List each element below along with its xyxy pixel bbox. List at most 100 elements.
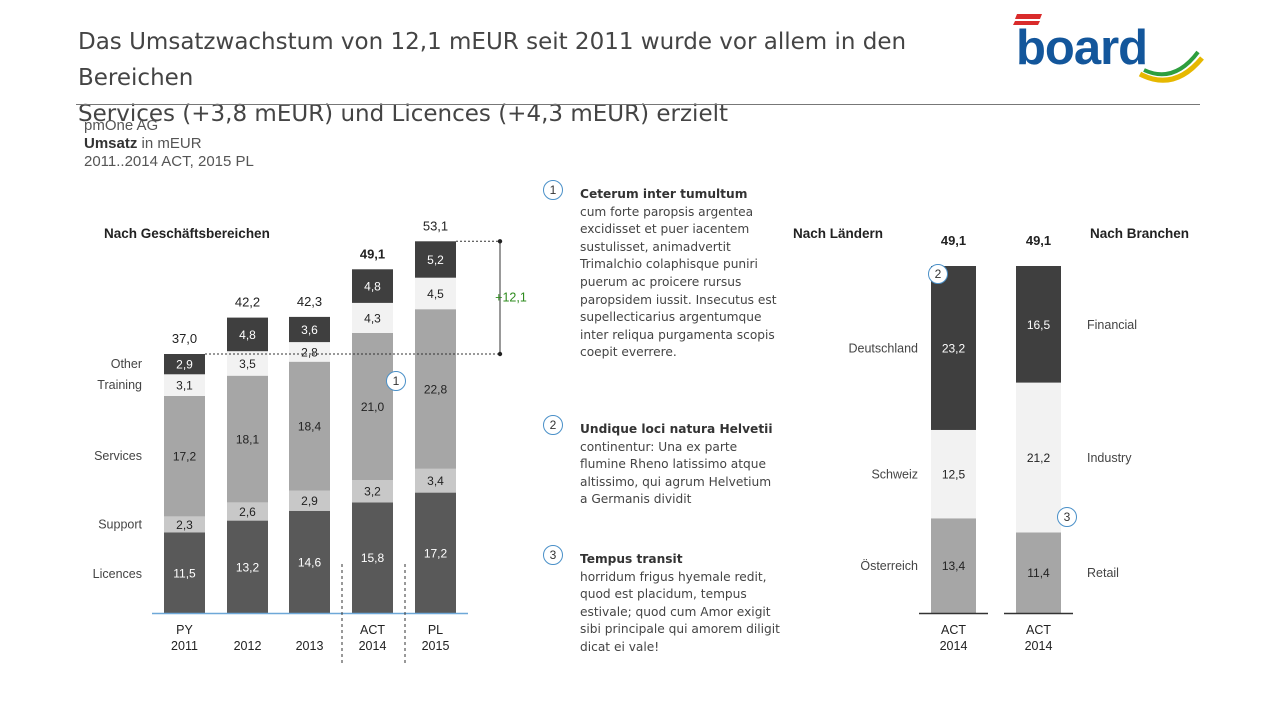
chart-badge-2: 2 [928, 264, 948, 284]
title-line-2: Services (+3,8 mEUR) und Licences (+4,3 … [78, 101, 728, 127]
data-label-training-2: 2,8 [301, 345, 318, 359]
countries-bar-schweiz [931, 429, 976, 519]
bar-services-3 [352, 333, 393, 480]
bar-services-4 [415, 309, 456, 469]
series-label-other: Other [111, 357, 142, 371]
company-name: pmOne AG [84, 117, 159, 134]
industries-category-label-1: 2014 [1025, 639, 1053, 653]
industries-total-label: 49,1 [1026, 233, 1051, 248]
industries-bar-industry [1016, 382, 1061, 533]
countries-series-label-deutschland: Deutschland [849, 341, 919, 355]
total-label-3: 49,1 [360, 246, 385, 261]
industries-data-label-industry: 21,2 [1027, 451, 1051, 465]
page-title: Das Umsatzwachstum von 12,1 mEUR seit 20… [78, 24, 978, 132]
data-label-support-2: 2,9 [301, 494, 318, 508]
countries-category-label-1: 2014 [940, 639, 968, 653]
note-badge-1: 1 [543, 180, 563, 200]
growth-label: +12,1 [495, 291, 527, 305]
bar-services-2 [289, 361, 330, 491]
data-label-services-1: 18,1 [236, 433, 260, 447]
industries-category-label-0: ACT [1026, 623, 1051, 637]
note-3-body: horridum frigus hyemale redit, quod est … [580, 569, 780, 654]
note-1-body: cum forte paropsis argentea excidisset e… [580, 204, 777, 360]
data-label-other-1: 4,8 [239, 328, 256, 342]
bar-support-4 [415, 468, 456, 493]
data-label-licences-1: 13,2 [236, 560, 260, 574]
data-label-services-3: 21,0 [361, 400, 385, 414]
chart-badge-3: 3 [1057, 507, 1077, 527]
bar-other-3 [352, 269, 393, 303]
bar-training-2 [289, 342, 330, 362]
note-3: 3 Tempus transit horridum frigus hyemale… [543, 545, 780, 665]
bar-services-1 [227, 375, 268, 503]
board-logo: board [1013, 14, 1204, 83]
data-label-licences-3: 15,8 [361, 551, 385, 565]
industries-series-label-financial: Financial [1087, 318, 1137, 332]
bar-services-0 [164, 396, 205, 517]
countries-total-label: 49,1 [941, 233, 966, 248]
measure-line: Umsatz in mEUR [84, 135, 254, 153]
note-badge-3: 3 [543, 545, 563, 565]
data-label-services-0: 17,2 [173, 450, 197, 464]
bar-support-2 [289, 490, 330, 511]
note-1-title: Ceterum inter tumultum [580, 187, 748, 201]
data-label-training-3: 4,3 [364, 311, 381, 325]
countries-bar-deutschland [931, 266, 976, 430]
bar-support-0 [164, 516, 205, 533]
data-label-support-0: 2,3 [176, 518, 193, 532]
data-label-licences-2: 14,6 [298, 555, 322, 569]
data-label-support-3: 3,2 [364, 485, 381, 499]
data-label-licences-4: 17,2 [424, 546, 448, 560]
chart-badge-1: 1 [386, 371, 406, 391]
logo-text: board [1016, 21, 1147, 75]
title-divider [76, 104, 1200, 105]
note-1: 1 Ceterum inter tumultum cum forte parop… [543, 180, 778, 385]
category-label-3-1: 2014 [359, 639, 387, 653]
title-line-1: Das Umsatzwachstum von 12,1 mEUR seit 20… [78, 29, 907, 91]
bar-training-4 [415, 277, 456, 310]
industries-bar-retail [1016, 532, 1061, 613]
note-2-title: Undique loci natura Helvetii [580, 422, 773, 436]
total-label-1: 42,2 [235, 295, 260, 310]
bar-training-3 [352, 302, 393, 333]
section-title-industries: Nach Branchen [1090, 226, 1190, 241]
section-title-countries: Nach Ländern [793, 226, 884, 241]
industries-data-label-retail: 11,4 [1027, 566, 1050, 580]
category-label-4-1: 2015 [422, 639, 450, 653]
note-2-text: Undique loci natura Helvetii continentur… [580, 421, 780, 509]
countries-series-label-schweiz: Schweiz [871, 468, 918, 482]
measure-unit: in mEUR [137, 135, 202, 152]
bar-licences-0 [164, 532, 205, 613]
note-2: 2 Undique loci natura Helvetii continent… [543, 415, 778, 515]
countries-data-label-deutschland: 23,2 [942, 341, 966, 355]
countries-series-label-osterreich: Österreich [860, 559, 918, 573]
total-label-4: 53,1 [423, 218, 448, 233]
section-title-business: Nach Geschäftsbereichen [104, 226, 270, 241]
bar-other-1 [227, 317, 268, 352]
total-label-0: 37,0 [172, 331, 197, 346]
countries-category-label-0: ACT [941, 623, 966, 637]
category-label-2-0: 2013 [296, 639, 324, 653]
period-line: 2011..2014 ACT, 2015 PL [84, 153, 254, 170]
series-label-licences: Licences [93, 567, 142, 581]
note-2-body: continentur: Una ex parte flumine Rheno … [580, 439, 772, 507]
data-label-licences-0: 11,5 [173, 566, 196, 580]
data-label-other-0: 2,9 [176, 358, 193, 372]
industries-data-label-financial: 16,5 [1027, 318, 1051, 332]
note-badge-2: 2 [543, 415, 563, 435]
bar-licences-4 [415, 492, 456, 613]
data-label-training-4: 4,5 [427, 287, 444, 301]
countries-data-label-osterreich: 13,4 [942, 559, 966, 573]
series-label-support: Support [98, 517, 142, 531]
bar-licences-3 [352, 502, 393, 613]
total-label-2: 42,3 [297, 294, 322, 309]
industries-series-label-industry: Industry [1087, 451, 1132, 465]
growth-dot-top [497, 239, 503, 244]
chart-subtitle: pmOne AG Umsatz in mEUR 2011..2014 ACT, … [84, 117, 254, 171]
bar-support-3 [352, 480, 393, 503]
countries-bar-osterreich [931, 518, 976, 613]
data-label-services-2: 18,4 [298, 420, 322, 434]
data-label-support-1: 2,6 [239, 505, 256, 519]
series-label-services: Services [94, 449, 142, 463]
